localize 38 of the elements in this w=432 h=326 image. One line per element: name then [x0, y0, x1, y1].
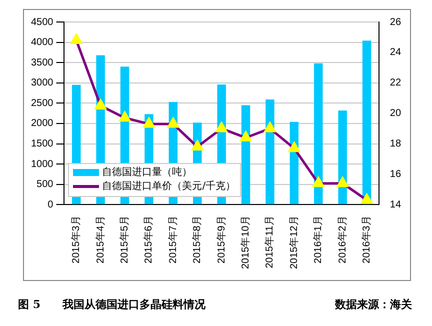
legend-label: 自德国进口量（吨） — [102, 166, 192, 180]
y-tick-label: 0 — [48, 199, 54, 210]
y-tick-label: 500 — [36, 179, 54, 190]
x-tick-label: 2016年3月 — [360, 216, 373, 264]
y-tick-label: 4500 — [30, 16, 54, 28]
x-tick-label: 2016年1月 — [312, 216, 324, 264]
x-tick-label: 2015年11月 — [264, 216, 276, 268]
x-tick-label: 2015年12月 — [288, 216, 300, 270]
y2-tick-label: 22 — [390, 78, 402, 89]
y-tick-label: 2500 — [30, 98, 54, 109]
x-tick-label: 2015年7月 — [166, 216, 179, 264]
y2-tick-label: 14 — [390, 199, 402, 210]
source-note: 数据来源：海关 — [335, 297, 412, 312]
y-tick-label: 1500 — [30, 138, 54, 150]
bar — [338, 110, 347, 204]
x-tick-label: 2015年4月 — [94, 216, 106, 264]
bar — [314, 63, 323, 204]
y-tick-label: 1000 — [30, 158, 54, 170]
bar — [266, 100, 274, 204]
x-tick-label: 2015年6月 — [142, 216, 155, 264]
y-tick-label: 2000 — [30, 118, 54, 130]
bar — [241, 105, 250, 204]
x-tick-label: 2015年3月 — [70, 216, 82, 264]
y2-tick-label: 26 — [390, 16, 402, 28]
x-tick-label: 2015年5月 — [118, 216, 130, 264]
x-tick-label: 2015年10月 — [240, 216, 252, 270]
x-tick-label: 2015年9月 — [215, 216, 228, 264]
y2-tick-label: 18 — [390, 138, 402, 150]
y-tick-label: 3500 — [30, 57, 54, 68]
text: 图 5 我国从德国进口多晶硅料情况 — [18, 297, 206, 312]
y-tick-label: 4000 — [30, 37, 54, 48]
y2-tick-label: 16 — [390, 168, 402, 180]
y-tick-label: 3000 — [30, 78, 54, 89]
x-tick-label: 2015年8月 — [191, 216, 204, 264]
x-tick-label: 2016年2月 — [336, 216, 348, 264]
y2-tick-label: 20 — [390, 108, 402, 120]
legend-label: 自德国进口单价（美元/千克） — [102, 180, 236, 194]
y2-tick-label: 24 — [390, 47, 402, 58]
